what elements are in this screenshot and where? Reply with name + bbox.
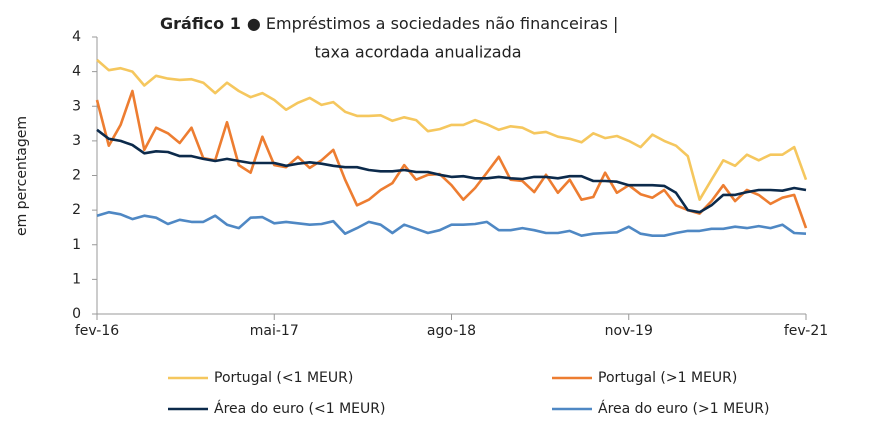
x-tick-label: fev-16: [75, 323, 119, 339]
title-prefix: Gráfico 1: [160, 14, 241, 33]
y-tick-label: 4: [72, 29, 81, 45]
x-tick-label: mai-17: [250, 323, 299, 339]
y-tick-label: 2: [72, 202, 81, 218]
y-tick-label: 1: [72, 271, 81, 287]
y-tick-label: 1: [72, 237, 81, 253]
legend-label: Portugal (<1 MEUR): [214, 370, 353, 386]
y-axis-label: em percentagem: [14, 116, 30, 236]
series-line: [96, 128, 807, 214]
y-tick-label: 3: [72, 98, 81, 114]
series-line: [96, 210, 807, 237]
legend-label: Área do euro (<1 MEUR): [214, 400, 385, 417]
chart-title: Gráfico 1 ● Empréstimos a sociedades não …: [160, 14, 618, 33]
y-tick-label: 2: [72, 168, 81, 184]
title-line: ● Empréstimos a sociedades não financeir…: [247, 14, 619, 33]
x-tick-label: ago-18: [427, 323, 476, 339]
x-tick-label: fev-21: [784, 323, 828, 339]
legend-label: Área do euro (>1 MEUR): [598, 400, 769, 417]
y-tick-label: 0: [72, 306, 81, 322]
series-line: [96, 58, 808, 201]
y-tick-label: 3: [72, 133, 81, 149]
chart-subtitle: taxa acordada anualizada: [314, 43, 521, 62]
legend-label: Portugal (>1 MEUR): [598, 370, 737, 386]
y-tick-label: 4: [72, 64, 81, 80]
x-tick-label: nov-19: [605, 323, 653, 339]
